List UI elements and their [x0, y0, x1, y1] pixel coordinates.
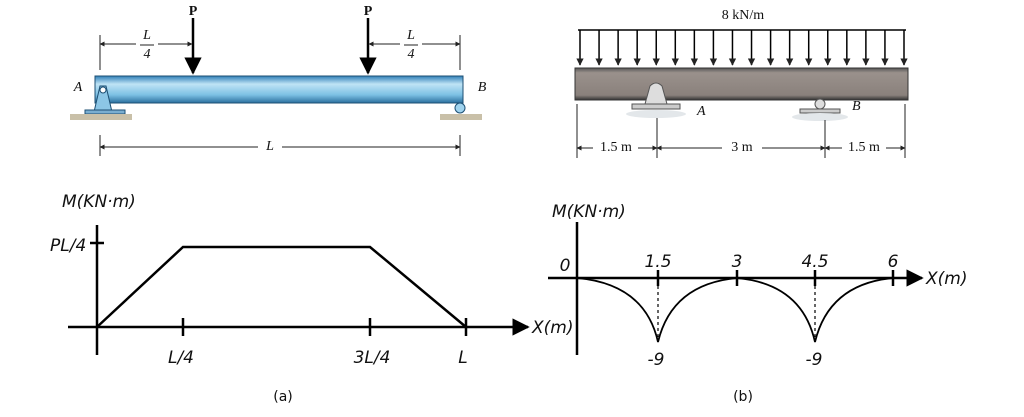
load-label: 8 kN/m — [722, 8, 765, 23]
dim-num: L — [406, 28, 415, 43]
base-plate — [799, 108, 841, 114]
beam — [574, 67, 909, 101]
beam-a: P P L 4 L 4 A B L — [70, 4, 487, 156]
roller — [814, 98, 826, 110]
beam — [94, 75, 464, 104]
base-plate — [84, 109, 126, 115]
min-label: -9 — [648, 350, 665, 370]
x-tick-label: L — [458, 348, 467, 368]
caption: (b) — [733, 389, 753, 405]
dim-den: 4 — [408, 47, 415, 62]
roller — [454, 102, 466, 114]
load-label: P — [364, 4, 373, 19]
moment-curve — [96, 245, 467, 328]
dim-label: 3 m — [731, 140, 753, 155]
support-label: A — [696, 104, 706, 119]
ground — [792, 113, 848, 121]
beam-b: 8 kN/m A B 1.5 m 3 m 1.5 m — [574, 8, 909, 158]
support-label: B — [852, 99, 861, 114]
min-label: -9 — [806, 350, 823, 370]
load-label: P — [189, 4, 198, 19]
y-axis-label: M(KN·m) — [62, 192, 136, 212]
dim-num: L — [142, 28, 151, 43]
x-tick-label: 6 — [888, 252, 899, 272]
y-axis-label: M(KN·m) — [552, 202, 626, 222]
span-label: L — [265, 139, 274, 154]
moment-curve — [576, 277, 894, 343]
moment-diagram-b: M(KN·m) 0 1.5 3 4.5 6 X(m) -9 -9 (b) — [548, 202, 967, 405]
x-tick-label: 3 — [732, 252, 743, 272]
dim-label: 1.5 m — [600, 140, 632, 155]
origin-label: 0 — [560, 256, 571, 276]
x-axis-label: X(m) — [531, 318, 573, 338]
ground — [440, 114, 482, 120]
support-label: B — [478, 80, 487, 95]
caption: (a) — [273, 389, 293, 405]
x-tick-label: 4.5 — [801, 252, 828, 272]
pin-support — [644, 82, 668, 105]
moment-diagram-a: M(KN·m) PL/4 L/4 3L/4 L X(m) (a) — [50, 192, 573, 405]
base-plate — [631, 103, 681, 110]
support-label: A — [73, 80, 83, 95]
ground — [626, 110, 686, 118]
x-tick-label: 3L/4 — [354, 348, 391, 368]
dim-label: 1.5 m — [848, 140, 880, 155]
x-axis-label: X(m) — [925, 269, 967, 289]
x-tick-label: L/4 — [168, 348, 194, 368]
pin — [99, 86, 107, 94]
x-tick-label: 1.5 — [644, 252, 671, 272]
ground — [70, 114, 132, 120]
dim-den: 4 — [144, 47, 151, 62]
y-tick-label: PL/4 — [50, 236, 86, 256]
